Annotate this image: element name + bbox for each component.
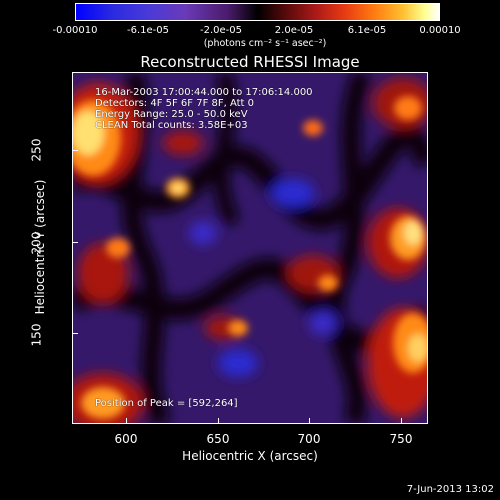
x-tickmark	[309, 418, 310, 424]
colorbar-tick: 0.00010	[419, 25, 461, 36]
y-axis-label: Heliocentric Y (arcsec)	[33, 179, 47, 315]
counts-label: CLEAN Total counts: 3.58E+03	[95, 120, 248, 131]
x-tick-label: 650	[206, 432, 230, 446]
x-tick-label: 700	[297, 432, 321, 446]
colorbar-tick: 6.1e-05	[347, 25, 387, 36]
y-tickmark	[72, 150, 78, 151]
colorbar-tick: -2.0e-05	[200, 25, 242, 36]
y-tickmark	[72, 333, 78, 334]
plot-title: Reconstructed RHESSI Image	[140, 53, 360, 71]
colorbar-unit-label: (photons cm⁻² s⁻¹ asec⁻²)	[203, 38, 327, 49]
colorbar	[75, 3, 440, 21]
y-tickmark	[72, 242, 78, 243]
reconstructed-image	[73, 73, 427, 423]
colorbar-tick: -6.1e-05	[127, 25, 169, 36]
x-tickmark	[126, 418, 127, 424]
y-tick-label: 150	[29, 323, 44, 347]
colorbar-tick: -0.00010	[52, 25, 98, 36]
time-range-label: 16-Mar-2003 17:00:44.000 to 17:06:14.000	[95, 87, 313, 98]
timestamp: 7-Jun-2013 13:02	[406, 484, 494, 495]
image-plot: 16-Mar-2003 17:00:44.000 to 17:06:14.000…	[72, 72, 428, 424]
y-tick-label: 250	[29, 138, 44, 162]
detectors-label: Detectors: 4F 5F 6F 7F 8F, Att 0	[95, 98, 255, 109]
x-tick-label: 750	[389, 432, 413, 446]
x-tickmark	[401, 418, 402, 424]
x-tickmark	[218, 418, 219, 424]
x-axis-label: Heliocentric X (arcsec)	[182, 449, 318, 463]
colorbar-tick: 2.0e-05	[274, 25, 314, 36]
energy-range-label: Energy Range: 25.0 - 50.0 keV	[95, 109, 248, 120]
peak-position-label: Position of Peak = [592,264]	[95, 398, 238, 409]
x-tick-label: 600	[114, 432, 138, 446]
